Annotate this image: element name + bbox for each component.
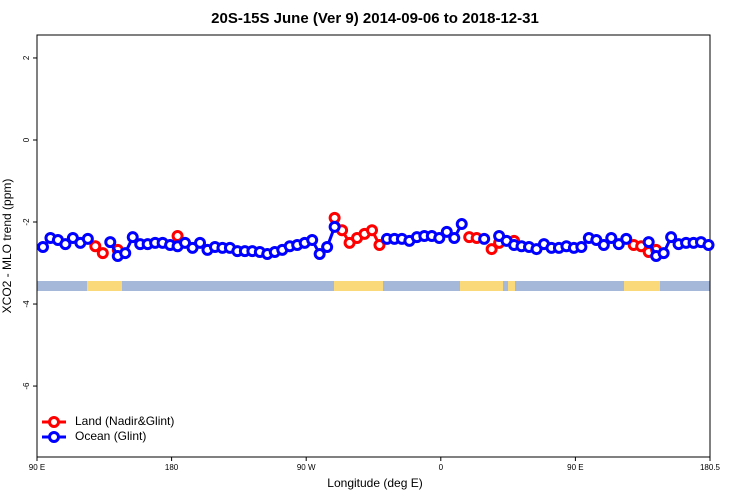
data-point bbox=[642, 236, 655, 249]
y-tick-label: -6 bbox=[22, 382, 31, 390]
data-point bbox=[36, 241, 49, 254]
legend-label: Land (Nadir&Glint) bbox=[75, 414, 174, 428]
chart-title: 20S-15S June (Ver 9) 2014-09-06 to 2018-… bbox=[211, 10, 539, 27]
data-point bbox=[306, 234, 319, 247]
data-point bbox=[448, 232, 461, 245]
x-tick-label: 180 bbox=[165, 463, 179, 472]
data-point bbox=[313, 247, 326, 260]
data-point bbox=[612, 238, 625, 251]
x-tick-label: 180.5 bbox=[700, 463, 721, 472]
data-point bbox=[328, 220, 341, 233]
data-point bbox=[597, 238, 610, 251]
data-point bbox=[575, 241, 588, 254]
data-point bbox=[119, 247, 132, 260]
data-point bbox=[702, 238, 715, 251]
y-tick-label: -4 bbox=[22, 300, 31, 308]
data-point bbox=[89, 240, 102, 253]
data-point bbox=[126, 231, 139, 244]
data-point bbox=[59, 238, 72, 251]
legend-marker bbox=[48, 431, 60, 443]
data-point bbox=[665, 231, 678, 244]
data-point bbox=[433, 232, 446, 245]
surface-strip bbox=[37, 281, 710, 291]
data-point bbox=[440, 225, 453, 238]
y-tick-label: -2 bbox=[22, 218, 31, 226]
y-tick-label: 0 bbox=[22, 137, 31, 142]
data-point bbox=[96, 247, 109, 260]
x-axis-label: Longitude (deg E) bbox=[327, 476, 422, 490]
data-point bbox=[366, 224, 379, 237]
x-tick-label: 90 E bbox=[29, 463, 45, 472]
legend-marker bbox=[48, 416, 60, 428]
data-point bbox=[81, 232, 94, 245]
data-point bbox=[104, 236, 117, 249]
y-tick-label: 2 bbox=[22, 55, 31, 60]
data-point bbox=[478, 232, 491, 245]
land-strip bbox=[87, 281, 122, 291]
land-strip bbox=[624, 281, 660, 291]
data-point bbox=[194, 236, 207, 249]
data-point bbox=[657, 247, 670, 260]
legend-label: Ocean (Glint) bbox=[75, 429, 146, 443]
data-point bbox=[373, 238, 386, 251]
data-point bbox=[605, 232, 618, 245]
x-tick-label: 0 bbox=[439, 463, 444, 472]
data-point bbox=[321, 241, 334, 254]
land-strip bbox=[460, 281, 503, 291]
land-strip bbox=[508, 281, 515, 291]
x-tick-label: 90 W bbox=[297, 463, 316, 472]
y-axis-label: XCO2 - MLO trend (ppm) bbox=[0, 179, 14, 314]
data-point bbox=[455, 218, 468, 231]
data-point bbox=[620, 232, 633, 245]
x-tick-label: 90 E bbox=[567, 463, 583, 472]
land-strip bbox=[334, 281, 383, 291]
data-point bbox=[485, 243, 498, 256]
